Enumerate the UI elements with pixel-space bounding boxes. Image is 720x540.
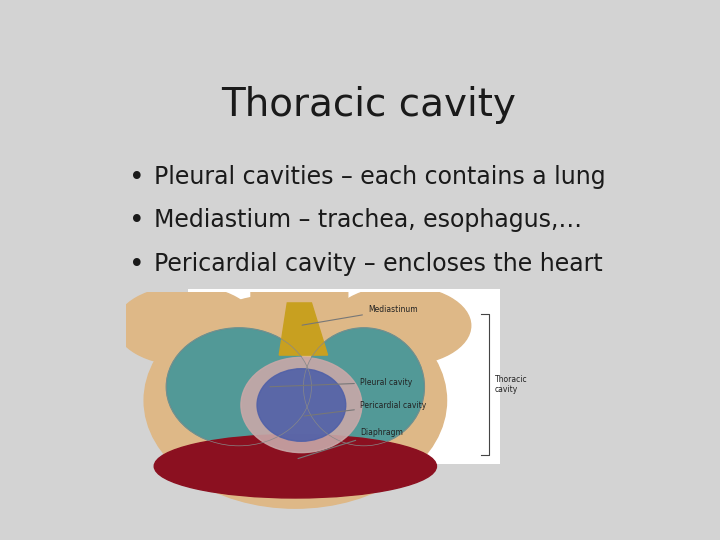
FancyBboxPatch shape [251, 280, 348, 339]
Text: •: • [129, 208, 145, 234]
Text: Thoracic
cavity: Thoracic cavity [495, 375, 528, 394]
Ellipse shape [303, 328, 424, 446]
Text: •: • [129, 252, 145, 278]
Ellipse shape [257, 369, 346, 441]
Text: Pericardial cavity – encloses the heart: Pericardial cavity – encloses the heart [154, 252, 603, 276]
Ellipse shape [154, 435, 436, 498]
Text: Pericardial cavity: Pericardial cavity [304, 401, 426, 416]
Text: •: • [129, 165, 145, 191]
Ellipse shape [241, 357, 362, 453]
Polygon shape [279, 303, 328, 355]
Text: Mediastium – trachea, esophagus,…: Mediastium – trachea, esophagus,… [154, 208, 582, 232]
Bar [188, 289, 500, 464]
Text: Thoracic cavity: Thoracic cavity [222, 85, 516, 124]
Text: Pleural cavities – each contains a lung: Pleural cavities – each contains a lung [154, 165, 606, 188]
Ellipse shape [330, 286, 471, 365]
Ellipse shape [116, 286, 257, 365]
Text: Pleural cavity: Pleural cavity [270, 378, 412, 387]
Text: Diaphragm: Diaphragm [298, 428, 402, 458]
Ellipse shape [166, 328, 312, 446]
Text: Mediastinum: Mediastinum [302, 305, 418, 325]
Ellipse shape [144, 293, 446, 508]
